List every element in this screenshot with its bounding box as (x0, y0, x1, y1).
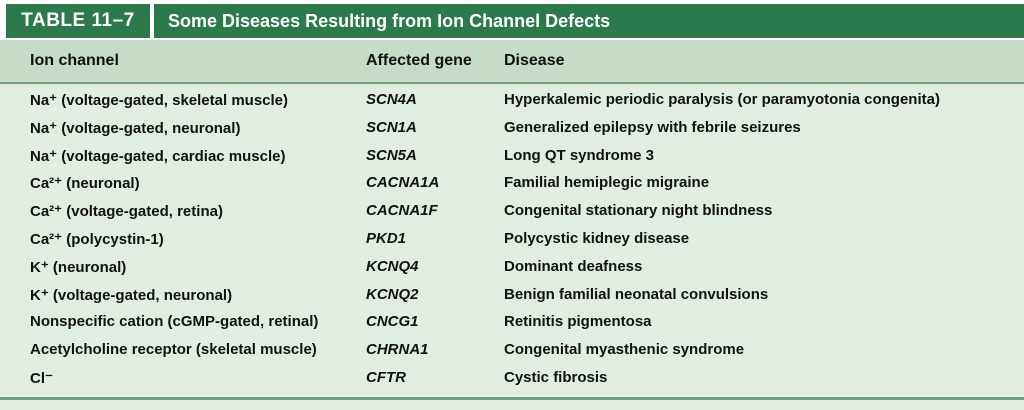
cell-affected-gene: SCN4A (366, 91, 417, 108)
cell-ion-channel: K⁺ (neuronal) (30, 258, 127, 276)
cell-ion-channel: Na⁺ (voltage-gated, skeletal muscle) (30, 92, 289, 109)
cell-disease: Polycystic kidney disease (504, 229, 690, 247)
cell-ion-channel: Ca²⁺ (neuronal) (30, 175, 140, 193)
cell-ion-channel: Cl⁻ (30, 369, 53, 387)
cell-disease: Benign familial neonatal convulsions (504, 285, 769, 303)
table-row: Acetylcholine receptor (skeletal muscle)… (0, 336, 1024, 364)
cell-ion-channel: Ca²⁺ (voltage-gated, retina) (30, 203, 223, 221)
table-row: Na⁺ (voltage-gated, skeletal muscle) SCN… (0, 86, 1024, 114)
table-row: Cl⁻ CFTR Cystic fibrosis (0, 364, 1024, 392)
cell-affected-gene: KCNQ4 (366, 257, 419, 275)
cell-disease: Retinitis pigmentosa (504, 313, 652, 331)
cell-affected-gene: CACNA1F (366, 202, 438, 220)
column-header-row: Ion channel Affected gene Disease (0, 40, 1024, 84)
cell-disease: Cystic fibrosis (504, 368, 608, 386)
cell-affected-gene: KCNQ2 (366, 285, 419, 303)
cell-affected-gene: CFTR (366, 368, 406, 386)
table-row: Na⁺ (voltage-gated, cardiac muscle) SCN5… (0, 142, 1024, 170)
cell-ion-channel: Ca²⁺ (polycystin-1) (30, 230, 164, 248)
table-row: K⁺ (voltage-gated, neuronal) KCNQ2 Benig… (0, 281, 1024, 309)
table-title: Some Diseases Resulting from Ion Channel… (154, 4, 1024, 38)
table-row: Na⁺ (voltage-gated, neuronal) SCN1A Gene… (0, 114, 1024, 142)
cell-ion-channel: Na⁺ (voltage-gated, cardiac muscle) (30, 147, 286, 165)
cell-affected-gene: CHRNA1 (366, 341, 429, 359)
cell-affected-gene: SCN1A (366, 118, 417, 136)
cell-affected-gene: SCN5A (366, 146, 417, 164)
cell-disease: Hyperkalemic periodic paralysis (or para… (504, 91, 940, 108)
cell-disease: Familial hemiplegic migraine (504, 174, 710, 192)
title-bar: TABLE 11–7 Some Diseases Resulting from … (0, 0, 1024, 40)
table-number-label: TABLE 11–7 (6, 4, 150, 38)
table-row: Ca²⁺ (neuronal) CACNA1A Familial hemiple… (0, 169, 1024, 197)
cell-disease: Congenital myasthenic syndrome (504, 341, 745, 359)
column-header-affected-gene: Affected gene (366, 52, 472, 69)
table-row: Ca²⁺ (polycystin-1) PKD1 Polycystic kidn… (0, 225, 1024, 253)
cell-affected-gene: CNCG1 (366, 313, 419, 331)
cell-affected-gene: PKD1 (366, 229, 407, 247)
cell-disease: Dominant deafness (504, 257, 643, 275)
cell-ion-channel: Nonspecific cation (cGMP-gated, retinal) (30, 313, 319, 331)
table-body: Na⁺ (voltage-gated, skeletal muscle) SCN… (0, 86, 1024, 392)
cell-ion-channel: K⁺ (voltage-gated, neuronal) (30, 286, 233, 304)
cell-affected-gene: CACNA1A (366, 174, 440, 192)
bottom-rule (0, 397, 1024, 400)
cell-ion-channel: Na⁺ (voltage-gated, neuronal) (30, 119, 241, 137)
cell-disease: Congenital stationary night blindness (504, 202, 773, 220)
table-row: Ca²⁺ (voltage-gated, retina) CACNA1F Con… (0, 197, 1024, 225)
table-row: K⁺ (neuronal) KCNQ4 Dominant deafness (0, 253, 1024, 281)
table-row: Nonspecific cation (cGMP-gated, retinal)… (0, 308, 1024, 336)
column-header-disease: Disease (504, 52, 565, 69)
column-header-ion-channel: Ion channel (30, 52, 119, 69)
cell-disease: Long QT syndrome 3 (504, 146, 655, 164)
cell-ion-channel: Acetylcholine receptor (skeletal muscle) (30, 341, 317, 359)
cell-disease: Generalized epilepsy with febrile seizur… (504, 118, 801, 136)
